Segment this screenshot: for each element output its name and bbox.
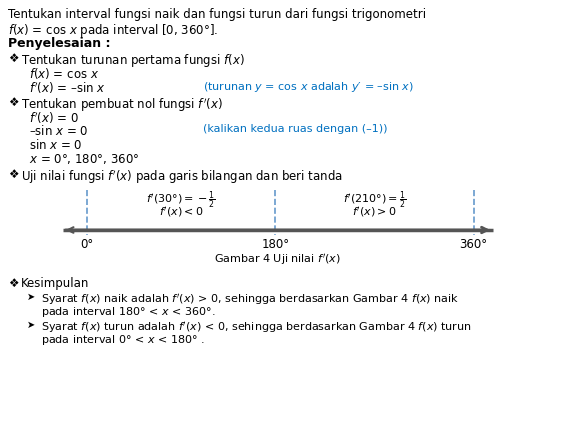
Text: Tentukan interval fungsi naik dan fungsi turun dari fungsi trigonometri: Tentukan interval fungsi naik dan fungsi… — [7, 8, 426, 21]
Text: sin $x$ = 0: sin $x$ = 0 — [29, 138, 83, 152]
Text: Tentukan turunan pertama fungsi $f(x)$: Tentukan turunan pertama fungsi $f(x)$ — [21, 52, 245, 69]
Text: ❖: ❖ — [7, 96, 18, 109]
Text: ❖: ❖ — [7, 277, 18, 290]
Text: Syarat $f(x)$ naik adalah $f'(x)$ > 0, sehingga berdasarkan Gambar 4 $f(x)$ naik: Syarat $f(x)$ naik adalah $f'(x)$ > 0, s… — [41, 292, 459, 307]
Text: $f'(x)$ = 0: $f'(x)$ = 0 — [29, 110, 79, 125]
Text: 180°: 180° — [261, 238, 289, 251]
Text: $f(x)$ = cos $x$ pada interval [0, 360°].: $f(x)$ = cos $x$ pada interval [0, 360°]… — [7, 22, 218, 39]
Text: $f'(x) < 0$: $f'(x) < 0$ — [159, 205, 203, 219]
Text: pada interval 180° < $x$ < 360°.: pada interval 180° < $x$ < 360°. — [41, 305, 215, 319]
Text: Tentukan pembuat nol fungsi $f'(x)$: Tentukan pembuat nol fungsi $f'(x)$ — [21, 96, 223, 114]
Text: Uji nilai fungsi $f'(x)$ pada garis bilangan dan beri tanda: Uji nilai fungsi $f'(x)$ pada garis bila… — [21, 168, 343, 186]
Text: $f'(210°) = \frac{1}{2}$: $f'(210°) = \frac{1}{2}$ — [343, 190, 406, 212]
Text: ➤: ➤ — [27, 292, 35, 302]
Text: Syarat $f(x)$ turun adalah $f'(x)$ < 0, sehingga berdasarkan Gambar 4 $f(x)$ tur: Syarat $f(x)$ turun adalah $f'(x)$ < 0, … — [41, 320, 471, 335]
Text: $x$ = 0°, 180°, 360°: $x$ = 0°, 180°, 360° — [29, 152, 139, 166]
Text: (kalikan kedua ruas dengan (–1)): (kalikan kedua ruas dengan (–1)) — [203, 124, 387, 134]
Text: 0°: 0° — [80, 238, 93, 251]
Text: ❖: ❖ — [7, 52, 18, 65]
Text: Gambar 4 Uji nilai $f'(x)$: Gambar 4 Uji nilai $f'(x)$ — [214, 252, 341, 267]
Text: $f'(30°) = -\frac{1}{2}$: $f'(30°) = -\frac{1}{2}$ — [146, 190, 216, 212]
Text: pada interval 0° < $x$ < 180° .: pada interval 0° < $x$ < 180° . — [41, 333, 205, 347]
Text: (turunan $y$ = cos $x$ adalah $y$′ = –sin $x$): (turunan $y$ = cos $x$ adalah $y$′ = –si… — [203, 80, 414, 94]
Text: $f'(x)$ = –sin $x$: $f'(x)$ = –sin $x$ — [29, 80, 105, 95]
Text: Kesimpulan: Kesimpulan — [21, 277, 89, 290]
Text: 360°: 360° — [460, 238, 488, 251]
Text: –sin $x$ = 0: –sin $x$ = 0 — [29, 124, 88, 138]
Text: $f'(x) > 0$: $f'(x) > 0$ — [352, 205, 397, 219]
Text: ❖: ❖ — [7, 168, 18, 181]
Text: Penyelesaian :: Penyelesaian : — [7, 37, 110, 50]
Text: $f(x)$ = cos $x$: $f(x)$ = cos $x$ — [29, 66, 99, 81]
Text: ➤: ➤ — [27, 320, 35, 330]
